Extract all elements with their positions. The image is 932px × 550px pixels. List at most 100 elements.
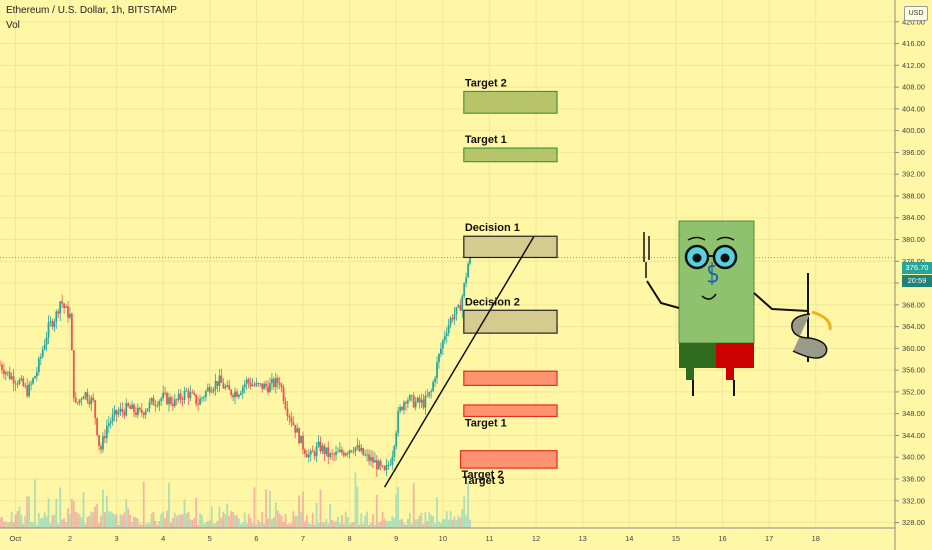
volume-bar (127, 508, 130, 528)
candle-body (321, 445, 324, 452)
candle-body (183, 390, 186, 401)
volume-bar (239, 523, 242, 528)
candle-body (2, 370, 5, 375)
volume-bar (90, 511, 93, 528)
candle-body (175, 399, 178, 401)
volume-bar (395, 494, 398, 528)
volume-bar (269, 490, 271, 528)
x-tick-label: 6 (254, 534, 258, 543)
candle-body (218, 375, 221, 386)
candle-body (329, 453, 332, 457)
volume-bar (438, 521, 440, 528)
volume-bar (296, 515, 299, 528)
candle-body (405, 402, 407, 404)
volume-bar (300, 511, 302, 528)
volume-bar (20, 515, 23, 528)
volume-bar (6, 523, 9, 528)
y-tick-label: 364.00 (902, 322, 925, 331)
candle-body (224, 386, 227, 389)
candle-mascot-illustration (643, 220, 832, 396)
candle-body (453, 314, 456, 320)
currency-badge[interactable]: USD (904, 6, 928, 21)
mascot-red-base (716, 343, 754, 368)
candle-body (142, 412, 145, 416)
volume-bar (45, 516, 48, 528)
volume-bar (272, 517, 275, 528)
candle-body (117, 412, 120, 415)
volume-bar (377, 522, 380, 528)
candle-body (298, 428, 301, 444)
candle-body (274, 377, 277, 388)
volume-bar (406, 518, 409, 528)
volume-bar (41, 517, 44, 528)
x-tick-label: 11 (486, 534, 494, 543)
volume-bar (232, 511, 234, 528)
volume-bar (100, 515, 102, 528)
candle-body (311, 450, 314, 453)
candle-body (360, 447, 363, 452)
volume-bar (373, 524, 376, 528)
volume-bar (228, 515, 231, 528)
y-tick-label: 352.00 (902, 387, 925, 396)
candle-body (12, 376, 15, 384)
candle-body (1, 364, 3, 371)
volume-bar (135, 517, 137, 528)
candle-body (166, 392, 168, 405)
candle-body (245, 379, 248, 385)
trendline (383, 236, 535, 488)
candle-body (152, 398, 155, 406)
candle-body (228, 385, 231, 390)
candle-body (34, 376, 36, 379)
volume-bar (39, 518, 42, 528)
volume-bar (28, 495, 31, 528)
volume-bar (366, 511, 368, 528)
mascot-left-brow (687, 236, 706, 241)
candle-body (461, 296, 464, 311)
candle-body (350, 450, 353, 452)
y-tick-label: 420.00 (902, 17, 925, 26)
candle-body (276, 377, 279, 383)
candle-body (234, 391, 236, 398)
x-tick-label: 17 (765, 534, 773, 543)
volume-bar (152, 511, 155, 528)
candle-body (241, 387, 244, 393)
candle-body (439, 348, 442, 354)
volume-bar (137, 518, 139, 528)
candle-body (294, 424, 297, 433)
candle-body (193, 393, 196, 395)
volume-bar (399, 519, 402, 528)
candle-body (179, 393, 182, 400)
candle-body (216, 381, 219, 386)
volume-bar (368, 524, 370, 528)
candle-body (154, 405, 157, 407)
candle-body (288, 416, 291, 418)
zone-target (463, 90, 558, 114)
volume-bar (261, 512, 264, 528)
candle-body (465, 277, 468, 284)
volume-bar (117, 524, 120, 528)
volume-bar (47, 498, 50, 528)
y-tick-label: 380.00 (902, 235, 925, 244)
volume-bar (267, 518, 269, 528)
candle-body (379, 460, 382, 466)
candle-body (393, 446, 396, 457)
volume-bar (37, 512, 40, 528)
candle-body (430, 390, 433, 392)
x-tick-label: 7 (301, 534, 305, 543)
volume-bar (204, 522, 207, 528)
volume-bar (82, 492, 85, 528)
zone-stop (459, 450, 558, 469)
volume-bar (53, 514, 56, 528)
zone-decision (463, 235, 558, 259)
volume-bar (30, 521, 32, 528)
zone-label: Target 1 (465, 417, 507, 429)
volume-bar (317, 523, 320, 528)
volume-bar (175, 516, 178, 528)
candle-body (119, 408, 122, 413)
volume-bar (434, 523, 436, 528)
candle-body (111, 414, 114, 422)
y-tick-label: 340.00 (902, 453, 925, 462)
volume-bar (168, 482, 170, 528)
candle-body (57, 311, 60, 314)
